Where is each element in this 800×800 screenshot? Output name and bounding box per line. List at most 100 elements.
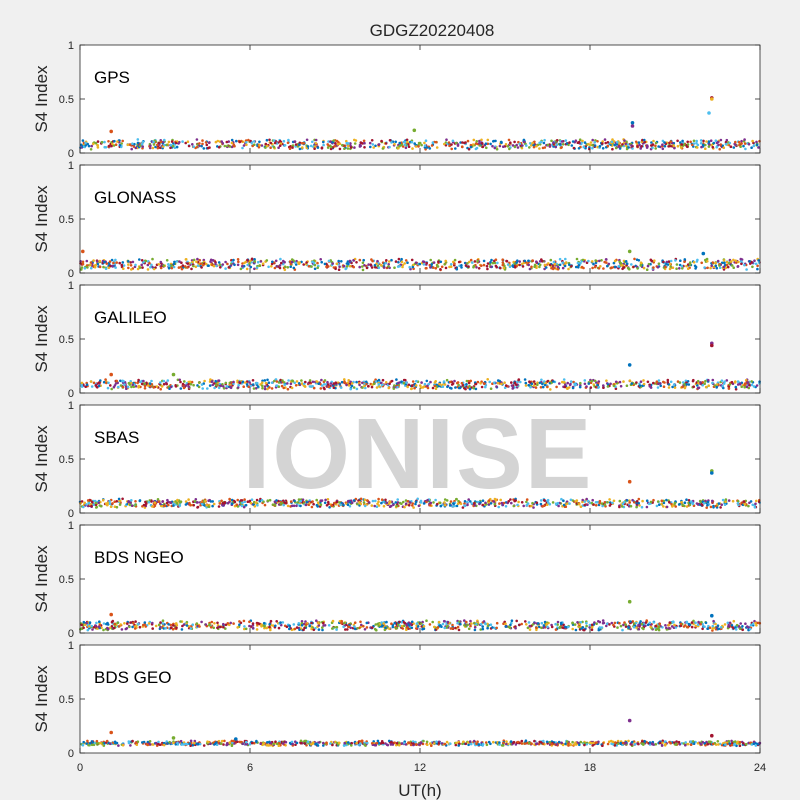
data-point <box>594 259 597 262</box>
data-point <box>350 741 354 745</box>
data-point <box>680 264 684 268</box>
data-point <box>478 139 481 143</box>
data-point <box>594 504 598 507</box>
data-point <box>85 264 89 267</box>
data-point <box>491 626 494 629</box>
data-point <box>448 504 452 507</box>
data-point <box>680 500 683 504</box>
data-point <box>646 623 650 627</box>
data-point <box>175 623 179 627</box>
data-point <box>450 143 453 146</box>
data-point <box>443 498 447 501</box>
data-point <box>323 379 327 382</box>
data-point <box>618 380 622 384</box>
data-point <box>581 498 584 502</box>
data-point <box>466 262 469 265</box>
data-point <box>410 258 414 262</box>
data-point <box>481 142 484 145</box>
data-point <box>207 264 210 268</box>
data-point <box>722 265 726 269</box>
data-point <box>481 503 485 507</box>
data-point <box>187 383 190 386</box>
data-point <box>237 383 240 387</box>
data-point <box>320 378 323 382</box>
data-point <box>696 258 699 262</box>
data-point <box>696 379 700 383</box>
data-point <box>306 145 310 148</box>
data-point <box>232 382 235 386</box>
data-point <box>572 146 576 150</box>
data-point <box>546 498 550 502</box>
data-point <box>278 264 282 267</box>
data-point <box>556 265 560 269</box>
data-point <box>226 622 230 625</box>
data-point <box>181 140 184 143</box>
data-point <box>454 386 457 389</box>
data-point <box>241 501 244 505</box>
data-point <box>748 260 751 263</box>
data-point <box>134 620 137 623</box>
data-point <box>633 257 636 261</box>
data-point <box>666 380 670 384</box>
data-point <box>278 144 282 147</box>
data-point <box>110 258 114 262</box>
data-point <box>541 505 544 508</box>
data-point <box>500 382 503 386</box>
data-point <box>120 263 124 267</box>
data-point <box>190 380 194 384</box>
data-point <box>319 503 323 507</box>
data-point <box>126 385 130 389</box>
data-point <box>232 258 235 262</box>
data-point <box>382 622 386 625</box>
data-point <box>141 140 145 144</box>
data-point <box>489 261 492 264</box>
data-point <box>640 622 644 626</box>
data-point <box>678 263 682 267</box>
data-point <box>614 387 618 391</box>
data-point <box>107 381 110 385</box>
data-point <box>142 623 145 627</box>
data-point <box>601 504 604 508</box>
data-point <box>128 625 131 629</box>
data-point <box>680 742 684 745</box>
data-point <box>361 265 364 268</box>
data-point <box>534 386 538 389</box>
data-point <box>662 380 665 384</box>
data-point <box>430 263 434 266</box>
data-point <box>137 622 140 626</box>
data-point <box>169 143 173 147</box>
data-point <box>307 265 311 268</box>
data-point <box>576 261 580 265</box>
data-point <box>179 380 182 384</box>
data-point <box>339 503 342 507</box>
data-point <box>245 141 248 144</box>
data-point <box>361 268 365 272</box>
data-point <box>343 621 346 625</box>
data-point <box>742 500 745 503</box>
data-point <box>315 619 318 622</box>
data-point <box>618 505 621 509</box>
data-point <box>116 140 119 143</box>
outlier-point <box>630 124 635 128</box>
data-point <box>595 501 599 504</box>
data-point <box>136 381 139 385</box>
data-point <box>168 387 171 391</box>
data-point <box>590 623 594 627</box>
data-point <box>200 144 203 148</box>
data-point <box>446 620 450 624</box>
data-point <box>601 621 605 625</box>
data-point <box>688 503 692 507</box>
data-point <box>162 379 166 383</box>
data-point <box>254 381 258 385</box>
data-point <box>96 144 99 147</box>
data-point <box>313 267 317 271</box>
data-point <box>201 142 204 146</box>
data-point <box>84 144 87 147</box>
data-point <box>656 386 660 389</box>
data-point <box>217 261 221 264</box>
data-point <box>737 260 740 264</box>
data-point <box>520 622 523 626</box>
data-point <box>314 142 318 145</box>
data-point <box>525 500 528 504</box>
